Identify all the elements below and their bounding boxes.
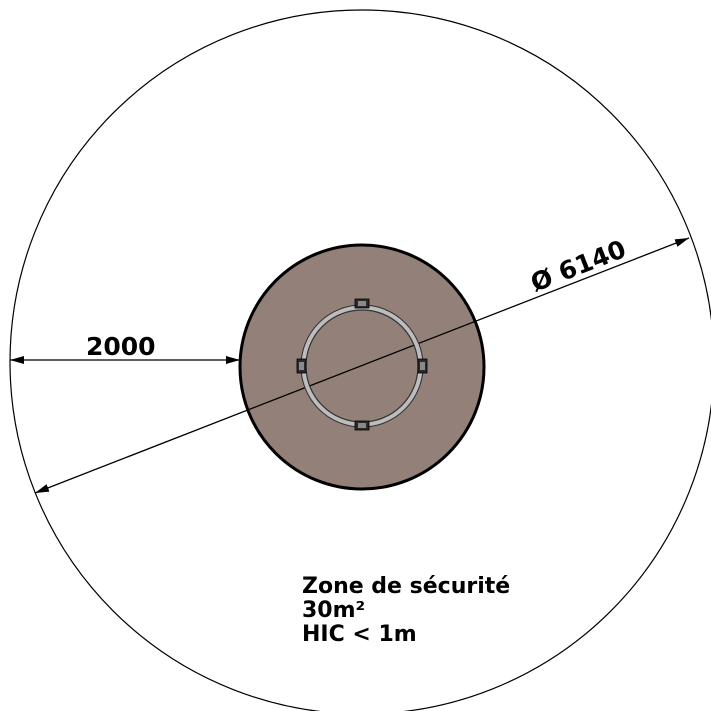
diameter-dimension-label: Ø 6140 [527,234,630,297]
equipment-base-disc [238,243,486,491]
diameter-dimension-line [34,237,690,494]
safety-zone-hic: HIC < 1m [302,622,417,647]
ring-bracket-bottom [354,420,370,431]
ring-bracket-left [296,358,307,374]
safety-zone-title: Zone de sécurité [302,574,511,599]
safety-zone-area: 30m² [302,598,366,623]
ring-bracket-top [354,298,370,309]
safety-zone-info: Zone de sécurité 30m² HIC < 1m [302,575,510,647]
offset-dimension-label: 2000 [86,332,156,361]
ring-bracket-right [417,358,428,374]
